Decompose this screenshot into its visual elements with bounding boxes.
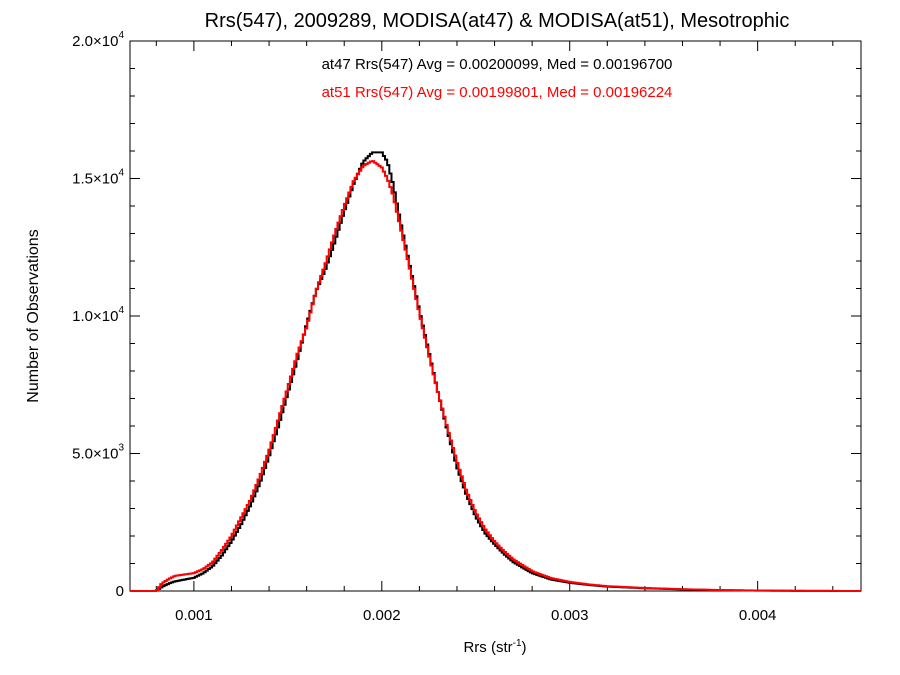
series-line-0 [130,151,861,592]
y-tick-label: 1.0×104 [72,305,124,325]
x-axis-label: Rrs (str-1) [463,638,526,656]
y-axis-label: Number of Observations [25,229,42,402]
y-tick-mantissa: 1.0×10 [72,308,118,325]
y-tick-mantissa: 2.0×10 [72,33,118,50]
x-tick-label: 0.004 [739,607,777,624]
y-tick-label: 2.0×104 [72,30,124,50]
plot-frame [129,40,862,592]
chart-title: Rrs(547), 2009289, MODISA(at47) & MODISA… [205,10,790,32]
x-tick-label: 0.003 [551,607,589,624]
y-tick-exponent: 4 [118,305,124,316]
series-line-1 [130,160,861,592]
x-axis-label-sup: -1 [513,638,522,649]
y-tick-exponent: 3 [118,443,124,454]
y-tick-exponent: 4 [118,168,124,179]
x-tick-label: 0.001 [175,607,213,624]
y-tick-label: 5.0×103 [72,443,124,463]
y-tick-label: 1.5×104 [72,168,124,188]
x-tick-label: 0.002 [363,607,401,624]
y-tick-mantissa: 5.0×10 [72,446,118,463]
y-tick-exponent: 4 [118,30,124,41]
x-axis-ticks: 0.001 0.002 0.003 0.004 [155,41,834,624]
y-tick-mantissa: 0 [116,583,124,600]
x-axis-label-main: Rrs (str [463,639,512,656]
series-layer [130,151,861,592]
y-tick-label: 0 [116,583,124,600]
y-tick-mantissa: 1.5×10 [72,171,118,188]
annotation-at47: at47 Rrs(547) Avg = 0.00200099, Med = 0.… [322,56,673,73]
x-axis-label-close: ) [522,639,527,656]
annotation-at51: at51 Rrs(547) Avg = 0.00199801, Med = 0.… [322,84,673,101]
